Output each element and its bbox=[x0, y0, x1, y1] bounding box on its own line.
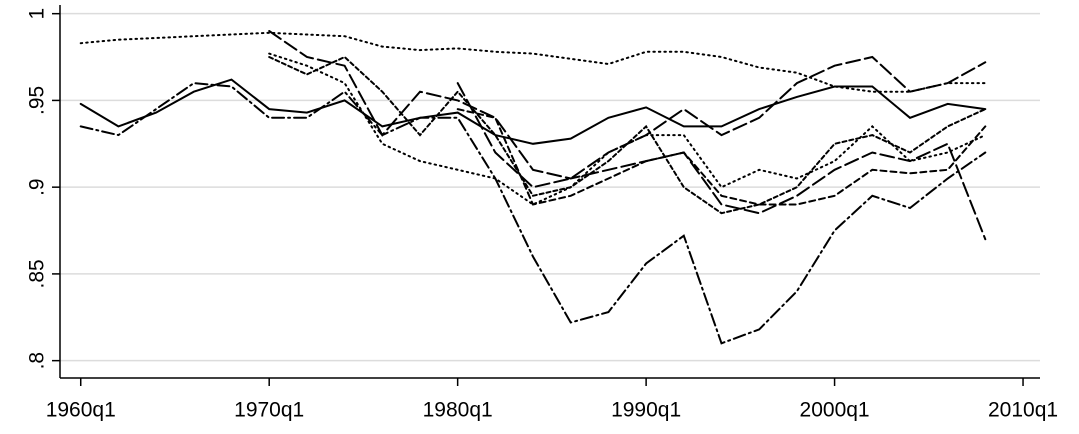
series-line bbox=[456, 55, 987, 189]
y-tick-label: .95 bbox=[26, 86, 49, 115]
y-tick-label: .9 bbox=[26, 178, 49, 196]
x-tick-label: 1990q1 bbox=[611, 399, 681, 422]
x-tick-label: 1980q1 bbox=[423, 399, 493, 422]
y-tick-label: 1 bbox=[26, 8, 49, 20]
series-line bbox=[79, 78, 987, 145]
x-tick-label: 2010q1 bbox=[988, 399, 1058, 422]
x-tick-label: 1960q1 bbox=[46, 399, 116, 422]
series-line bbox=[268, 55, 987, 215]
series-line bbox=[456, 108, 987, 206]
series-line bbox=[268, 30, 987, 241]
x-tick-label: 1970q1 bbox=[234, 399, 304, 422]
series-line bbox=[79, 82, 987, 345]
series-line bbox=[268, 52, 987, 206]
y-tick-label: .8 bbox=[26, 352, 49, 370]
x-tick-label: 2000q1 bbox=[800, 399, 870, 422]
y-tick-label: .85 bbox=[26, 259, 49, 288]
